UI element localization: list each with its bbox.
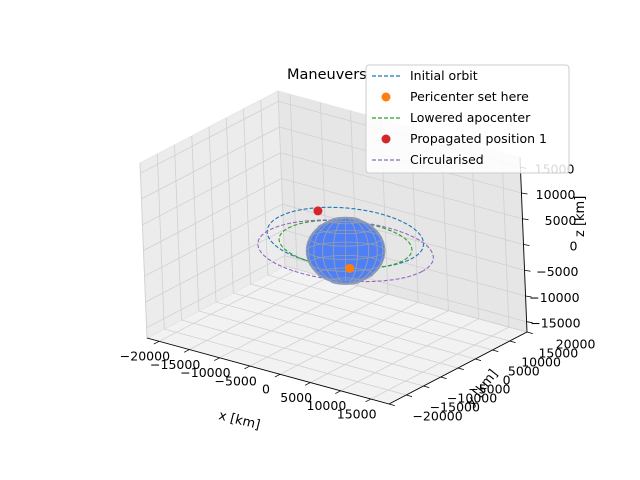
y-tick-mark xyxy=(509,340,516,343)
y-tick-label: −20000 xyxy=(412,409,462,424)
z-tick-label: −15000 xyxy=(530,316,580,331)
plot-area xyxy=(257,206,434,285)
earth-meridian xyxy=(307,217,384,285)
x-tick-mark xyxy=(244,365,251,370)
z-tick-label: 5000 xyxy=(545,213,577,228)
y-tick-mark xyxy=(388,403,395,406)
x-tick-mark xyxy=(214,357,220,361)
legend-frame xyxy=(365,64,570,174)
x-tick-mark xyxy=(335,390,341,394)
y-grid-line xyxy=(260,99,510,342)
x-tick-mark xyxy=(274,373,281,378)
x-tick-label: 10000 xyxy=(307,398,347,413)
z-tick-label: 0 xyxy=(570,239,578,254)
orbit-initial-orbit xyxy=(266,206,425,269)
z-grid-line xyxy=(142,152,523,226)
y-tick-label: −5000 xyxy=(468,382,510,397)
x-tick-label: −15000 xyxy=(150,357,200,372)
x-tick-mark xyxy=(153,340,160,345)
z-grid-line xyxy=(143,178,524,251)
x-tick-label: 15000 xyxy=(337,406,377,421)
x-axis-label: x [km] xyxy=(217,408,262,433)
y-grid-line xyxy=(225,117,476,360)
y-grid-line xyxy=(277,90,528,333)
y-tick-label: −10000 xyxy=(447,391,497,406)
y-tick-label: 15000 xyxy=(538,346,578,361)
legend-swatch-propagated-position xyxy=(381,134,391,144)
axis-edges xyxy=(146,156,533,406)
legend-entry-pericenter: Pericenter set here xyxy=(381,89,529,104)
y-tick-mark xyxy=(475,358,482,361)
legend-label-lowered-apocenter: Lowered apocenter xyxy=(410,110,531,125)
x-tick-mark xyxy=(304,382,311,386)
y-grid-line xyxy=(208,126,459,369)
x-tick-label: −10000 xyxy=(180,365,230,380)
point-pericenter-set-here xyxy=(345,263,355,273)
earth-body xyxy=(305,216,386,285)
z-tick-mark xyxy=(525,295,532,298)
y-grid-line xyxy=(243,108,493,351)
x-axis-line xyxy=(146,337,390,405)
z-grid-line xyxy=(144,203,525,277)
y-grid-line xyxy=(156,153,407,396)
x-tick-label: 5000 xyxy=(280,390,312,405)
grid-lines xyxy=(139,90,528,405)
y-tick-label: −15000 xyxy=(430,400,480,415)
point-propagated-position-1 xyxy=(313,206,323,216)
legend: Initial orbit Pericenter set here Lowere… xyxy=(365,64,570,174)
y-grid-line xyxy=(191,135,441,378)
y-tick-label: 0 xyxy=(503,373,511,388)
orbit-circularised xyxy=(257,219,434,283)
z-grid-line xyxy=(146,255,527,329)
y-tick-label: 20000 xyxy=(556,337,596,352)
legend-swatch-pericenter xyxy=(381,92,391,102)
x-tick-mark xyxy=(183,349,190,353)
z-tick-label: 10000 xyxy=(536,187,576,202)
chart-title: Maneuvers xyxy=(287,67,367,83)
y-tick-label: 10000 xyxy=(521,355,561,370)
legend-label-propagated-position: Propagated position 1 xyxy=(410,131,547,146)
z-tick-label: −5000 xyxy=(536,264,578,279)
legend-label-pericenter: Pericenter set here xyxy=(410,89,529,104)
z-tick-mark xyxy=(522,218,529,221)
z-tick-label: −10000 xyxy=(529,290,579,305)
z-tick-mark xyxy=(521,192,528,195)
legend-entry-circularised: Circularised xyxy=(372,152,484,167)
y-tick-mark xyxy=(492,349,499,352)
y-tick-mark xyxy=(440,376,447,379)
legend-entry-lowered-apocenter: Lowered apocenter xyxy=(372,110,531,125)
z-tick-mark xyxy=(526,321,533,324)
x-tick-label: −5000 xyxy=(215,373,257,388)
y-grid-line xyxy=(174,144,424,387)
z-tick-mark xyxy=(523,244,530,246)
y-tick-mark xyxy=(457,367,464,370)
x-tick-label: 0 xyxy=(262,382,270,397)
x-tick-label: −20000 xyxy=(120,349,170,364)
y-tick-mark xyxy=(423,385,430,388)
z-tick-mark xyxy=(524,269,531,272)
y-tick-label: 5000 xyxy=(508,364,540,379)
x-tick-mark xyxy=(365,398,372,403)
z-axis-label: z [km] xyxy=(573,196,588,237)
legend-entry-propagated-position: Propagated position 1 xyxy=(381,131,547,146)
y-tick-mark xyxy=(406,394,413,397)
legend-label-initial-orbit: Initial orbit xyxy=(410,68,478,83)
legend-entry-initial-orbit: Initial orbit xyxy=(372,68,478,83)
legend-label-circularised: Circularised xyxy=(410,152,484,167)
z-grid-line xyxy=(145,229,526,303)
y-tick-mark xyxy=(526,331,533,334)
